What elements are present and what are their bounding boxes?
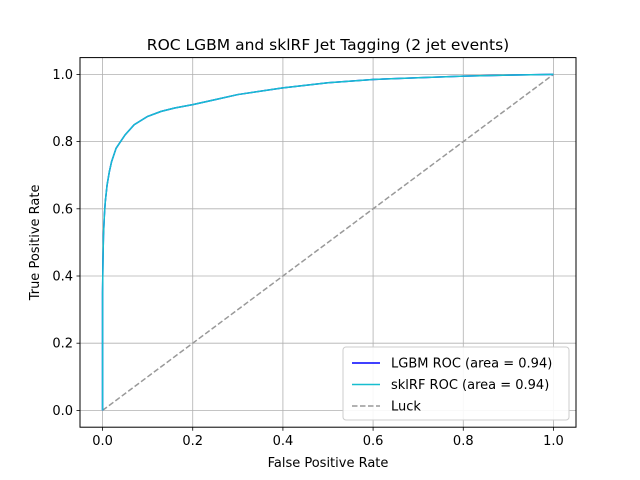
y-tick-label: 0.2	[52, 337, 73, 352]
ticks: 0.0 0.2 0.4 0.6 0.8 1.0 0.0 0.2 0.4 0.6 0.8 1.0	[52, 68, 563, 449]
x-tick-label: 0.2	[182, 434, 203, 449]
series-line-1	[101, 73, 554, 411]
x-tick-label: 1.0	[543, 434, 564, 449]
y-tick-label: 1.0	[52, 68, 73, 83]
y-tick-label: 0.6	[52, 202, 73, 217]
legend-entry: Luck	[391, 400, 421, 415]
plot-frame	[79, 57, 577, 428]
x-tick-label: 0.4	[273, 434, 294, 449]
grid	[80, 57, 576, 428]
x-axis-label: False Positive Rate	[268, 456, 389, 471]
chart-title: ROC LGBM and sklRF Jet Tagging (2 jet ev…	[147, 36, 509, 54]
series-line-2	[102, 73, 554, 412]
x-tick-label: 0.6	[363, 434, 384, 449]
legend-entry: sklRF ROC (area = 0.94)	[391, 378, 549, 393]
y-tick-label: 0.0	[52, 404, 73, 419]
x-tick-label: 0.8	[453, 434, 474, 449]
legend: LGBM ROC (area = 0.94) sklRF ROC (area = …	[342, 346, 570, 421]
legend-entry: LGBM ROC (area = 0.94)	[391, 357, 552, 372]
y-axis-label: True Positive Rate	[28, 184, 43, 301]
series-layer	[101, 73, 554, 412]
y-tick-label: 0.4	[52, 270, 73, 285]
y-tick-label: 0.8	[52, 135, 73, 150]
x-tick-label: 0.0	[92, 434, 113, 449]
legend-box	[342, 346, 570, 421]
